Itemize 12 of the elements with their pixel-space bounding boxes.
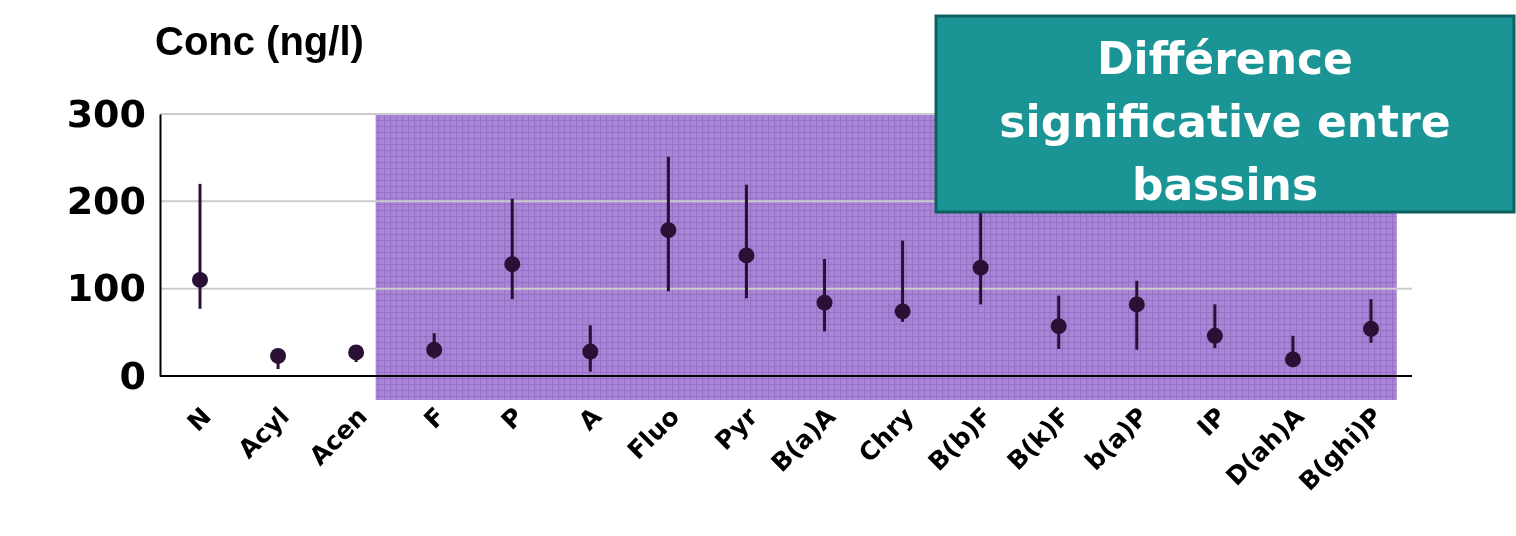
y-tick-label: 300 xyxy=(66,91,146,136)
band-label: Différence significative entre bassins xyxy=(999,33,1451,210)
y-axis-title: Conc (ng/l) xyxy=(155,19,364,63)
x-tick-label: Pyr xyxy=(709,401,764,456)
x-tick-label: F xyxy=(418,401,451,435)
x-tick-label: N xyxy=(181,401,217,438)
x-tick-label: IP xyxy=(1191,401,1232,442)
y-tick-label: 200 xyxy=(66,178,146,223)
x-tick-label: P xyxy=(495,401,530,436)
y-tick-label: 0 xyxy=(119,353,146,398)
x-tick-label: A xyxy=(572,401,608,436)
y-tick-label: 100 xyxy=(66,266,146,311)
